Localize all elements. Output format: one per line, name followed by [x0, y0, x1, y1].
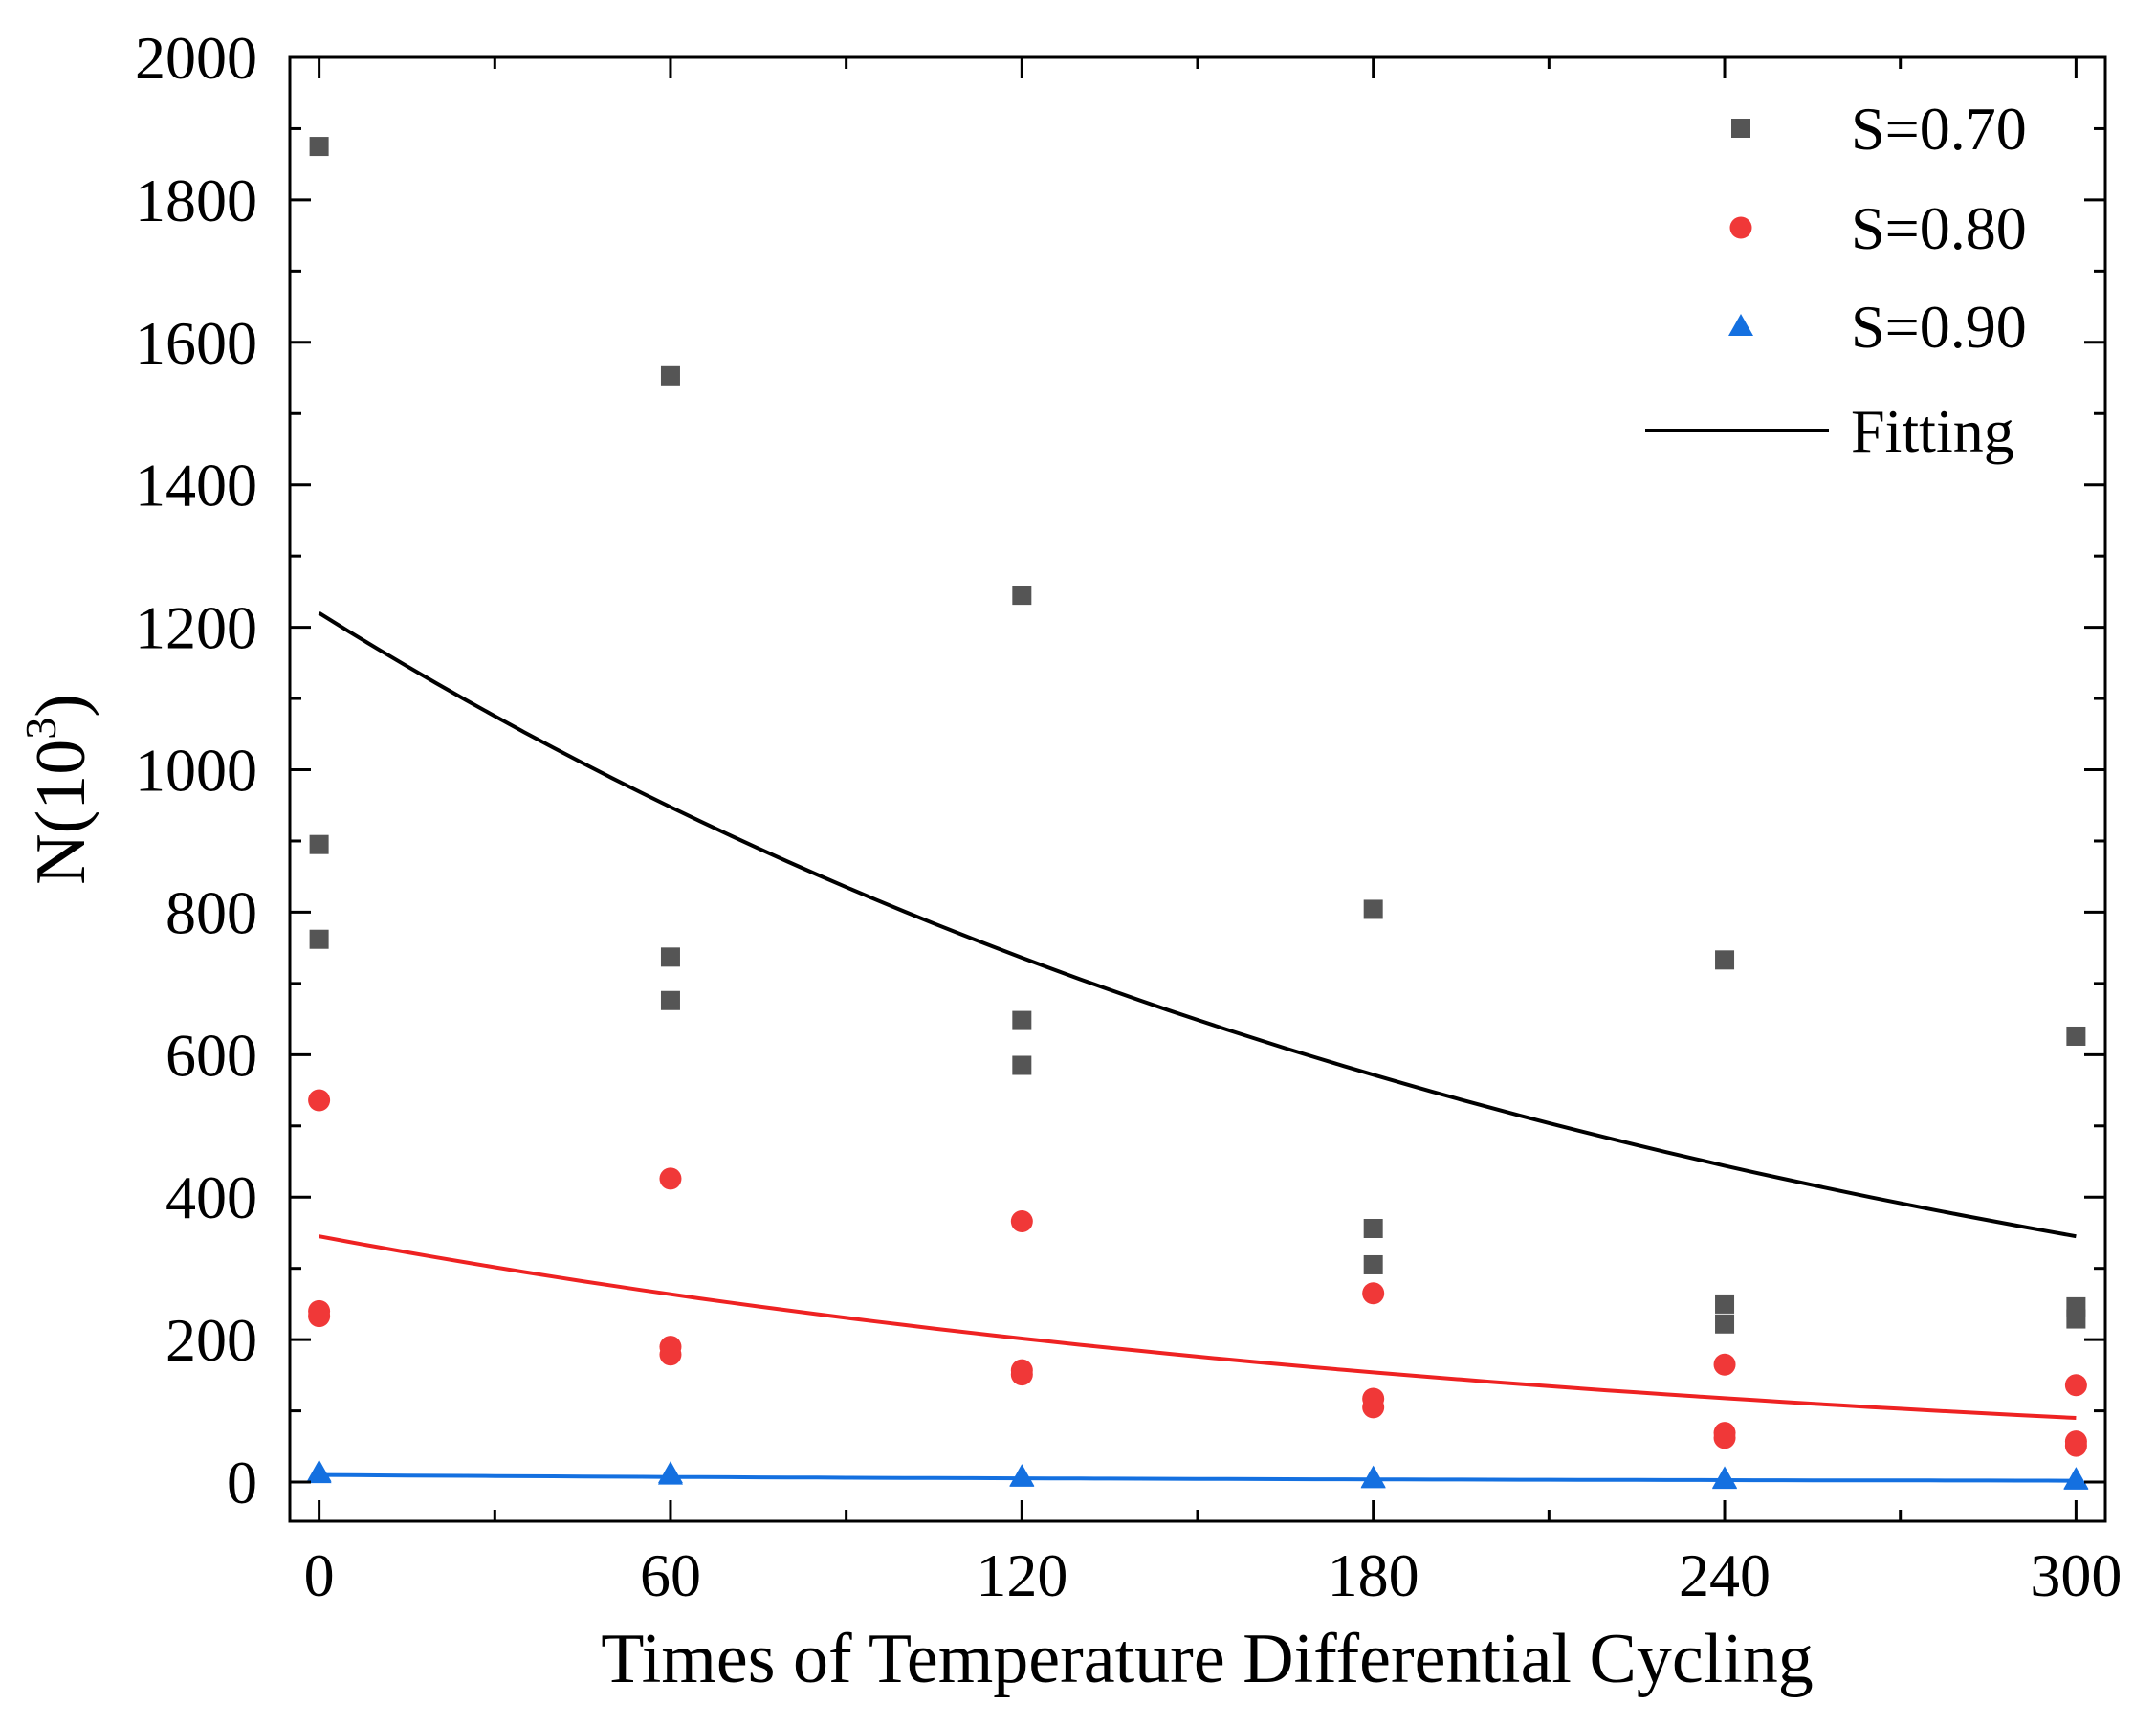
legend-label: S=0.70 — [1851, 95, 2027, 163]
data-point — [1713, 1353, 1736, 1376]
y-tick-label: 1600 — [135, 309, 257, 377]
data-point — [1715, 950, 1735, 970]
y-tick-label: 2000 — [135, 24, 257, 92]
data-point — [1010, 1210, 1033, 1233]
data-point — [1012, 586, 1032, 606]
legend: S=0.70 S=0.80 S=0.90 Fitting — [1645, 95, 2027, 465]
x-tick-label: 300 — [2030, 1541, 2122, 1609]
y-tick-label: 1200 — [135, 594, 257, 662]
y-axis-title-superscript: 3 — [16, 718, 65, 740]
data-point — [2064, 1434, 2087, 1457]
fit-curve — [319, 1234, 2077, 1420]
legend-marker — [1729, 216, 1752, 239]
x-tick-label: 0 — [304, 1541, 335, 1609]
data-point — [1715, 1314, 1735, 1334]
data-point — [660, 947, 680, 967]
data-point — [657, 1462, 683, 1485]
x-tick-label: 120 — [976, 1541, 1067, 1609]
data-point — [1715, 1294, 1735, 1314]
data-point — [308, 1089, 331, 1112]
y-tick-label: 400 — [165, 1163, 257, 1231]
y-axis-title-base: N(10 — [22, 740, 100, 885]
x-tick-label: 240 — [1679, 1541, 1771, 1609]
data-point — [1363, 1254, 1383, 1274]
data-point — [2063, 1467, 2089, 1490]
data-point — [1360, 1466, 1386, 1489]
data-point — [659, 1343, 682, 1366]
y-tick-label: 200 — [165, 1306, 257, 1374]
y-tick-label: 800 — [165, 878, 257, 946]
data-point — [1363, 899, 1383, 919]
legend-label: S=0.90 — [1851, 293, 2027, 361]
legend-label: S=0.80 — [1851, 194, 2027, 262]
x-axis-ticks: 0 60 120 180 240 300 — [304, 57, 2122, 1609]
y-axis-title: N(103) — [16, 694, 100, 885]
y-tick-label: 600 — [165, 1021, 257, 1089]
data-point — [309, 929, 329, 949]
x-tick-label: 60 — [640, 1541, 701, 1609]
x-tick-label: 180 — [1328, 1541, 1419, 1609]
data-point — [1012, 1055, 1032, 1075]
fit-curve — [318, 611, 2077, 1239]
data-point — [306, 1461, 332, 1484]
data-point — [308, 1305, 331, 1328]
data-point — [2066, 1309, 2086, 1329]
data-point — [660, 365, 680, 386]
data-point — [660, 990, 680, 1010]
fit-curve — [319, 1472, 2077, 1483]
y-tick-label: 1000 — [135, 737, 257, 805]
data-point — [1010, 1363, 1033, 1386]
data-point — [1012, 1010, 1032, 1030]
data-point — [2066, 1026, 2086, 1046]
data-point — [1362, 1282, 1385, 1305]
y-axis-ticks: 0 200 400 600 800 1000 1200 1400 1600 1800 2000 — [135, 24, 2105, 1516]
y-tick-label: 1400 — [135, 452, 257, 520]
data-point — [1009, 1464, 1035, 1487]
data-point — [1713, 1427, 1736, 1449]
legend-label: Fitting — [1851, 397, 2014, 465]
data-point — [659, 1167, 682, 1190]
data-point — [1362, 1396, 1385, 1419]
legend-marker — [1728, 314, 1753, 336]
data-point — [2064, 1374, 2087, 1397]
fit-layer — [318, 611, 2077, 1483]
data-point — [1712, 1467, 1738, 1490]
y-tick-label: 1800 — [135, 166, 257, 234]
x-axis-title: Times of Temperature Differential Cyclin… — [601, 1620, 1814, 1698]
data-point — [309, 137, 329, 157]
y-axis-title-close: ) — [22, 694, 100, 718]
y-tick-label: 0 — [227, 1449, 257, 1516]
legend-marker — [1731, 119, 1750, 138]
points-layer — [306, 137, 2089, 1490]
data-point — [1363, 1219, 1383, 1238]
data-point — [309, 834, 329, 854]
